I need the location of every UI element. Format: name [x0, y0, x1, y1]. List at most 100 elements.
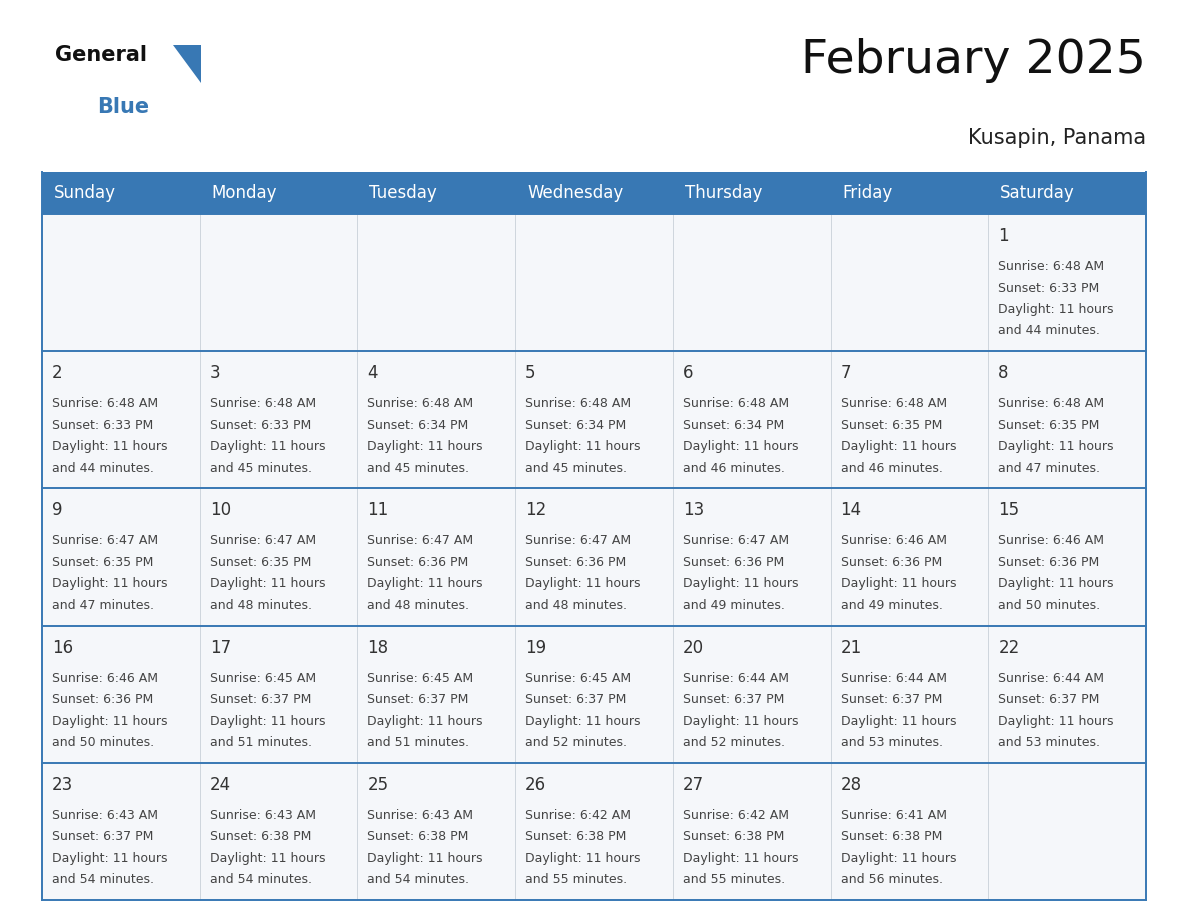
Text: Sunday: Sunday	[53, 184, 116, 202]
Text: Sunrise: 6:46 AM: Sunrise: 6:46 AM	[998, 534, 1105, 547]
Bar	[516, 763, 672, 900]
Bar	[42, 352, 200, 488]
Text: Daylight: 11 hours: Daylight: 11 hours	[683, 714, 798, 728]
Text: Daylight: 11 hours: Daylight: 11 hours	[525, 852, 640, 865]
Text: Sunset: 6:33 PM: Sunset: 6:33 PM	[998, 282, 1100, 295]
Bar	[200, 488, 358, 625]
Text: Daylight: 11 hours: Daylight: 11 hours	[841, 441, 956, 453]
Text: 26: 26	[525, 776, 546, 794]
Text: Blue: Blue	[97, 97, 150, 117]
Text: 21: 21	[841, 639, 861, 656]
Text: Sunset: 6:36 PM: Sunset: 6:36 PM	[683, 556, 784, 569]
Bar	[42, 172, 200, 214]
Bar	[672, 352, 830, 488]
Text: Sunrise: 6:48 AM: Sunrise: 6:48 AM	[367, 397, 474, 410]
Text: Sunset: 6:33 PM: Sunset: 6:33 PM	[210, 419, 311, 431]
Text: Sunrise: 6:42 AM: Sunrise: 6:42 AM	[683, 809, 789, 822]
Text: Sunset: 6:34 PM: Sunset: 6:34 PM	[367, 419, 469, 431]
Text: 4: 4	[367, 364, 378, 382]
Bar	[988, 488, 1146, 625]
Text: Daylight: 11 hours: Daylight: 11 hours	[683, 577, 798, 590]
Text: Daylight: 11 hours: Daylight: 11 hours	[998, 577, 1114, 590]
Text: Sunrise: 6:43 AM: Sunrise: 6:43 AM	[367, 809, 474, 822]
Text: Daylight: 11 hours: Daylight: 11 hours	[52, 441, 168, 453]
Text: Sunrise: 6:47 AM: Sunrise: 6:47 AM	[210, 534, 316, 547]
Text: 5: 5	[525, 364, 536, 382]
Text: 14: 14	[841, 501, 861, 520]
Text: and 53 minutes.: and 53 minutes.	[841, 736, 942, 749]
Text: and 54 minutes.: and 54 minutes.	[367, 873, 469, 886]
Text: and 55 minutes.: and 55 minutes.	[683, 873, 785, 886]
Text: Sunset: 6:36 PM: Sunset: 6:36 PM	[998, 556, 1100, 569]
Bar	[672, 488, 830, 625]
Text: Sunset: 6:38 PM: Sunset: 6:38 PM	[210, 830, 311, 844]
Bar	[42, 625, 200, 763]
Text: and 47 minutes.: and 47 minutes.	[52, 599, 154, 612]
Bar	[358, 625, 516, 763]
Text: 24: 24	[210, 776, 230, 794]
Text: 27: 27	[683, 776, 704, 794]
Bar	[988, 352, 1146, 488]
Bar	[830, 214, 988, 352]
Bar	[516, 172, 672, 214]
Text: Daylight: 11 hours: Daylight: 11 hours	[683, 852, 798, 865]
Text: 25: 25	[367, 776, 388, 794]
Text: Sunrise: 6:44 AM: Sunrise: 6:44 AM	[683, 672, 789, 685]
Text: and 49 minutes.: and 49 minutes.	[841, 599, 942, 612]
Text: Sunset: 6:36 PM: Sunset: 6:36 PM	[367, 556, 469, 569]
Text: Daylight: 11 hours: Daylight: 11 hours	[683, 441, 798, 453]
Bar	[358, 172, 516, 214]
Text: and 54 minutes.: and 54 minutes.	[52, 873, 154, 886]
Text: Saturday: Saturday	[1000, 184, 1075, 202]
Text: Sunset: 6:37 PM: Sunset: 6:37 PM	[525, 693, 626, 706]
Text: Thursday: Thursday	[684, 184, 763, 202]
Text: Sunrise: 6:41 AM: Sunrise: 6:41 AM	[841, 809, 947, 822]
Bar	[672, 214, 830, 352]
Bar	[358, 352, 516, 488]
Text: and 56 minutes.: and 56 minutes.	[841, 873, 942, 886]
Text: and 44 minutes.: and 44 minutes.	[52, 462, 154, 475]
Text: Sunset: 6:37 PM: Sunset: 6:37 PM	[998, 693, 1100, 706]
Text: and 53 minutes.: and 53 minutes.	[998, 736, 1100, 749]
Bar	[516, 352, 672, 488]
Text: Monday: Monday	[211, 184, 277, 202]
Text: Sunrise: 6:44 AM: Sunrise: 6:44 AM	[998, 672, 1105, 685]
Text: Tuesday: Tuesday	[369, 184, 437, 202]
Text: Sunrise: 6:48 AM: Sunrise: 6:48 AM	[210, 397, 316, 410]
Text: 9: 9	[52, 501, 63, 520]
Text: Sunrise: 6:48 AM: Sunrise: 6:48 AM	[998, 260, 1105, 273]
Text: and 45 minutes.: and 45 minutes.	[525, 462, 627, 475]
Bar	[830, 172, 988, 214]
Text: Sunset: 6:37 PM: Sunset: 6:37 PM	[841, 693, 942, 706]
Text: Sunset: 6:36 PM: Sunset: 6:36 PM	[841, 556, 942, 569]
Text: 10: 10	[210, 501, 230, 520]
Text: 3: 3	[210, 364, 220, 382]
Text: and 52 minutes.: and 52 minutes.	[525, 736, 627, 749]
Text: Daylight: 11 hours: Daylight: 11 hours	[841, 577, 956, 590]
Text: Sunrise: 6:45 AM: Sunrise: 6:45 AM	[525, 672, 631, 685]
Text: 17: 17	[210, 639, 230, 656]
Text: 12: 12	[525, 501, 546, 520]
Text: Sunset: 6:33 PM: Sunset: 6:33 PM	[52, 419, 153, 431]
Text: Sunset: 6:37 PM: Sunset: 6:37 PM	[52, 830, 153, 844]
Text: February 2025: February 2025	[801, 38, 1146, 83]
Text: 19: 19	[525, 639, 546, 656]
Bar	[200, 214, 358, 352]
Text: Sunrise: 6:47 AM: Sunrise: 6:47 AM	[367, 534, 474, 547]
Text: Daylight: 11 hours: Daylight: 11 hours	[998, 441, 1114, 453]
Text: and 44 minutes.: and 44 minutes.	[998, 324, 1100, 338]
Text: Daylight: 11 hours: Daylight: 11 hours	[52, 577, 168, 590]
Text: Sunrise: 6:48 AM: Sunrise: 6:48 AM	[998, 397, 1105, 410]
Text: Sunrise: 6:43 AM: Sunrise: 6:43 AM	[52, 809, 158, 822]
Text: Daylight: 11 hours: Daylight: 11 hours	[52, 714, 168, 728]
Text: and 50 minutes.: and 50 minutes.	[52, 736, 154, 749]
Bar	[200, 352, 358, 488]
Text: Daylight: 11 hours: Daylight: 11 hours	[998, 714, 1114, 728]
Text: and 51 minutes.: and 51 minutes.	[367, 736, 469, 749]
Bar	[200, 763, 358, 900]
Text: and 54 minutes.: and 54 minutes.	[210, 873, 311, 886]
Bar	[42, 488, 200, 625]
Bar	[830, 488, 988, 625]
Text: Sunset: 6:34 PM: Sunset: 6:34 PM	[683, 419, 784, 431]
Text: General: General	[55, 45, 147, 65]
